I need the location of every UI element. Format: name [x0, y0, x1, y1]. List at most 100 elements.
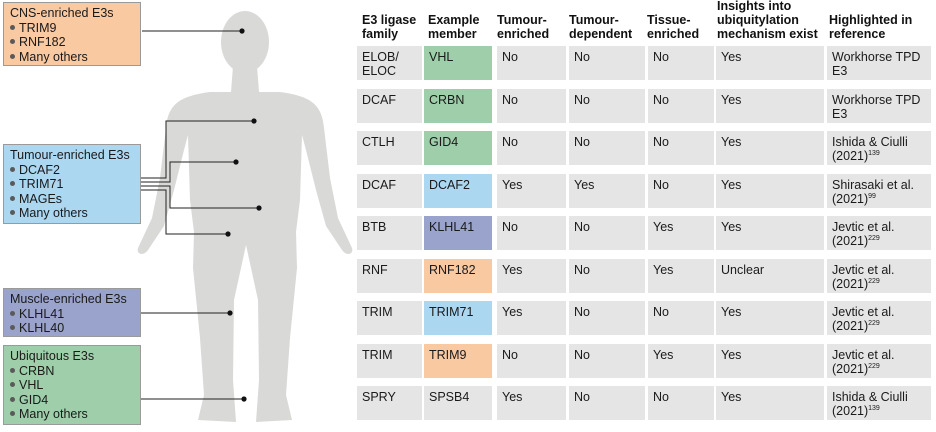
- tumour-dependent-text: No: [574, 305, 590, 319]
- insights-text: Yes: [721, 135, 742, 149]
- table-cell-member: GID4: [424, 131, 492, 165]
- table-cell-insights: Yes: [716, 301, 824, 335]
- table-cell-insights: Yes: [716, 216, 824, 250]
- table-cell-tumour-enriched: No: [497, 343, 566, 378]
- tumour-enriched-text: Yes: [502, 177, 523, 192]
- tumour-enriched-text: No: [502, 347, 518, 362]
- insights-text: Yes: [721, 390, 742, 404]
- tumour-enriched-text: No: [502, 135, 518, 149]
- ubiquitous-box: Ubiquitous E3s CRBN VHL GID4 Many others: [3, 345, 141, 425]
- cns-item: Many others: [10, 50, 134, 65]
- tumour-dependent-text: No: [574, 92, 590, 107]
- table-cell-reference: Jevtic et al. (2021)229: [827, 216, 931, 250]
- table-cell-insights: Yes: [716, 131, 824, 165]
- table-cell-tumour-enriched: No: [497, 131, 566, 165]
- tumour-item: DCAF2: [10, 163, 134, 178]
- reference-citation: 229: [868, 319, 880, 327]
- table-cell-tissue-enriched: No: [648, 386, 714, 420]
- tumour-item: TRIM71: [10, 177, 134, 192]
- tissue-enriched-text: No: [653, 92, 669, 107]
- table-cell-insights: Yes: [716, 46, 824, 80]
- table-cell-tissue-enriched: Yes: [648, 216, 714, 250]
- reference-citation: 229: [868, 362, 880, 370]
- table-cell-tumour-dependent: No: [569, 131, 645, 165]
- tissue-enriched-text: No: [653, 177, 669, 192]
- table-cell-member: VHL: [424, 46, 492, 80]
- insights-text: Yes: [721, 220, 742, 234]
- tumour-enriched-text: Yes: [502, 262, 523, 277]
- tissue-enriched-text: No: [653, 50, 669, 64]
- table-cell-member: RNF182: [424, 258, 492, 293]
- reference-text: Ishida & Ciulli (2021): [832, 390, 908, 418]
- tumour-dependent-text: No: [574, 135, 590, 149]
- reference-citation: 229: [868, 234, 880, 242]
- table-cell-tumour-dependent: No: [569, 258, 645, 293]
- reference-text: Shirasaki et al. (2021): [832, 177, 914, 206]
- family-text: BTB: [362, 220, 387, 234]
- reference-text: Jevtic et al. (2021): [832, 347, 895, 376]
- table-cell-tumour-dependent: No: [569, 88, 645, 123]
- table-cell-tumour-dependent: No: [569, 46, 645, 80]
- table-cell-tumour-dependent: No: [569, 301, 645, 335]
- tissue-enriched-text: Yes: [653, 347, 674, 362]
- member-text: SPSB4: [429, 390, 470, 404]
- tumour-dependent-text: No: [574, 390, 590, 404]
- table-cell-tumour-enriched: No: [497, 88, 566, 123]
- reference-text: Jevtic et al. (2021): [832, 220, 895, 248]
- table-cell-family: ELOB/ ELOC: [357, 46, 422, 80]
- tumour-enriched-text: No: [502, 92, 518, 107]
- family-text: DCAF: [362, 177, 397, 192]
- tissue-enriched-text: Yes: [653, 220, 674, 234]
- table-cell-family: TRIM: [357, 343, 422, 378]
- reference-text: Workhorse TPD E3: [832, 92, 921, 121]
- reference-text: Jevtic et al. (2021): [832, 305, 895, 333]
- reference-citation: 139: [868, 404, 880, 412]
- header-family: E3 ligase family: [362, 13, 417, 41]
- ubiquitous-item: CRBN: [10, 364, 134, 379]
- tissue-enriched-text: No: [653, 390, 669, 404]
- header-insights: Insights into ubiquitylation mechanism e…: [717, 0, 818, 41]
- tumour-enriched-title: Tumour-enriched E3s: [10, 148, 130, 162]
- table-cell-tissue-enriched: Yes: [648, 343, 714, 378]
- table-cell-tissue-enriched: No: [648, 301, 714, 335]
- table-cell-tumour-dependent: No: [569, 343, 645, 378]
- table-cell-insights: Yes: [716, 173, 824, 208]
- table-cell-family: TRIM: [357, 301, 422, 335]
- cns-enriched-box: CNS-enriched E3s TRIM9 RNF182 Many other…: [3, 2, 141, 66]
- table-cell-member: TRIM9: [424, 343, 492, 378]
- table-cell-tumour-enriched: No: [497, 46, 566, 80]
- member-text: VHL: [429, 50, 454, 64]
- family-text: SPRY: [362, 390, 396, 404]
- table-cell-tissue-enriched: No: [648, 88, 714, 123]
- header-tumour-enriched: Tumour-enriched: [497, 13, 550, 41]
- family-text: RNF: [362, 262, 388, 277]
- table-cell-family: DCAF: [357, 88, 422, 123]
- table-cell-tumour-dependent: Yes: [569, 173, 645, 208]
- ubiquitous-item: VHL: [10, 378, 134, 393]
- cns-enriched-title: CNS-enriched E3s: [10, 6, 114, 20]
- ubiquitous-item: GID4: [10, 393, 134, 408]
- member-text: TRIM71: [429, 305, 474, 319]
- header-tissue-enriched: Tissue-enriched: [647, 13, 700, 41]
- tumour-enriched-text: Yes: [502, 390, 523, 404]
- cns-item: TRIM9: [10, 21, 134, 36]
- table-cell-family: BTB: [357, 216, 422, 250]
- tumour-item: Many others: [10, 206, 134, 221]
- member-text: GID4: [429, 135, 459, 149]
- insights-text: Unclear: [721, 262, 765, 277]
- ubiquitous-title: Ubiquitous E3s: [10, 349, 95, 363]
- table-cell-tumour-dependent: No: [569, 386, 645, 420]
- family-text: ELOB/ ELOC: [362, 50, 399, 78]
- header-member: Example member: [428, 13, 480, 41]
- table-cell-tumour-dependent: No: [569, 216, 645, 250]
- table-cell-reference: Shirasaki et al. (2021)99: [827, 173, 931, 208]
- table-cell-reference: Jevtic et al. (2021)229: [827, 343, 931, 378]
- table-cell-reference: Ishida & Ciulli (2021)139: [827, 386, 931, 420]
- member-text: CRBN: [429, 92, 465, 107]
- family-text: TRIM: [362, 347, 393, 362]
- reference-citation: 229: [868, 277, 880, 285]
- table-cell-insights: Yes: [716, 343, 824, 378]
- reference-text: Ishida & Ciulli (2021): [832, 135, 908, 163]
